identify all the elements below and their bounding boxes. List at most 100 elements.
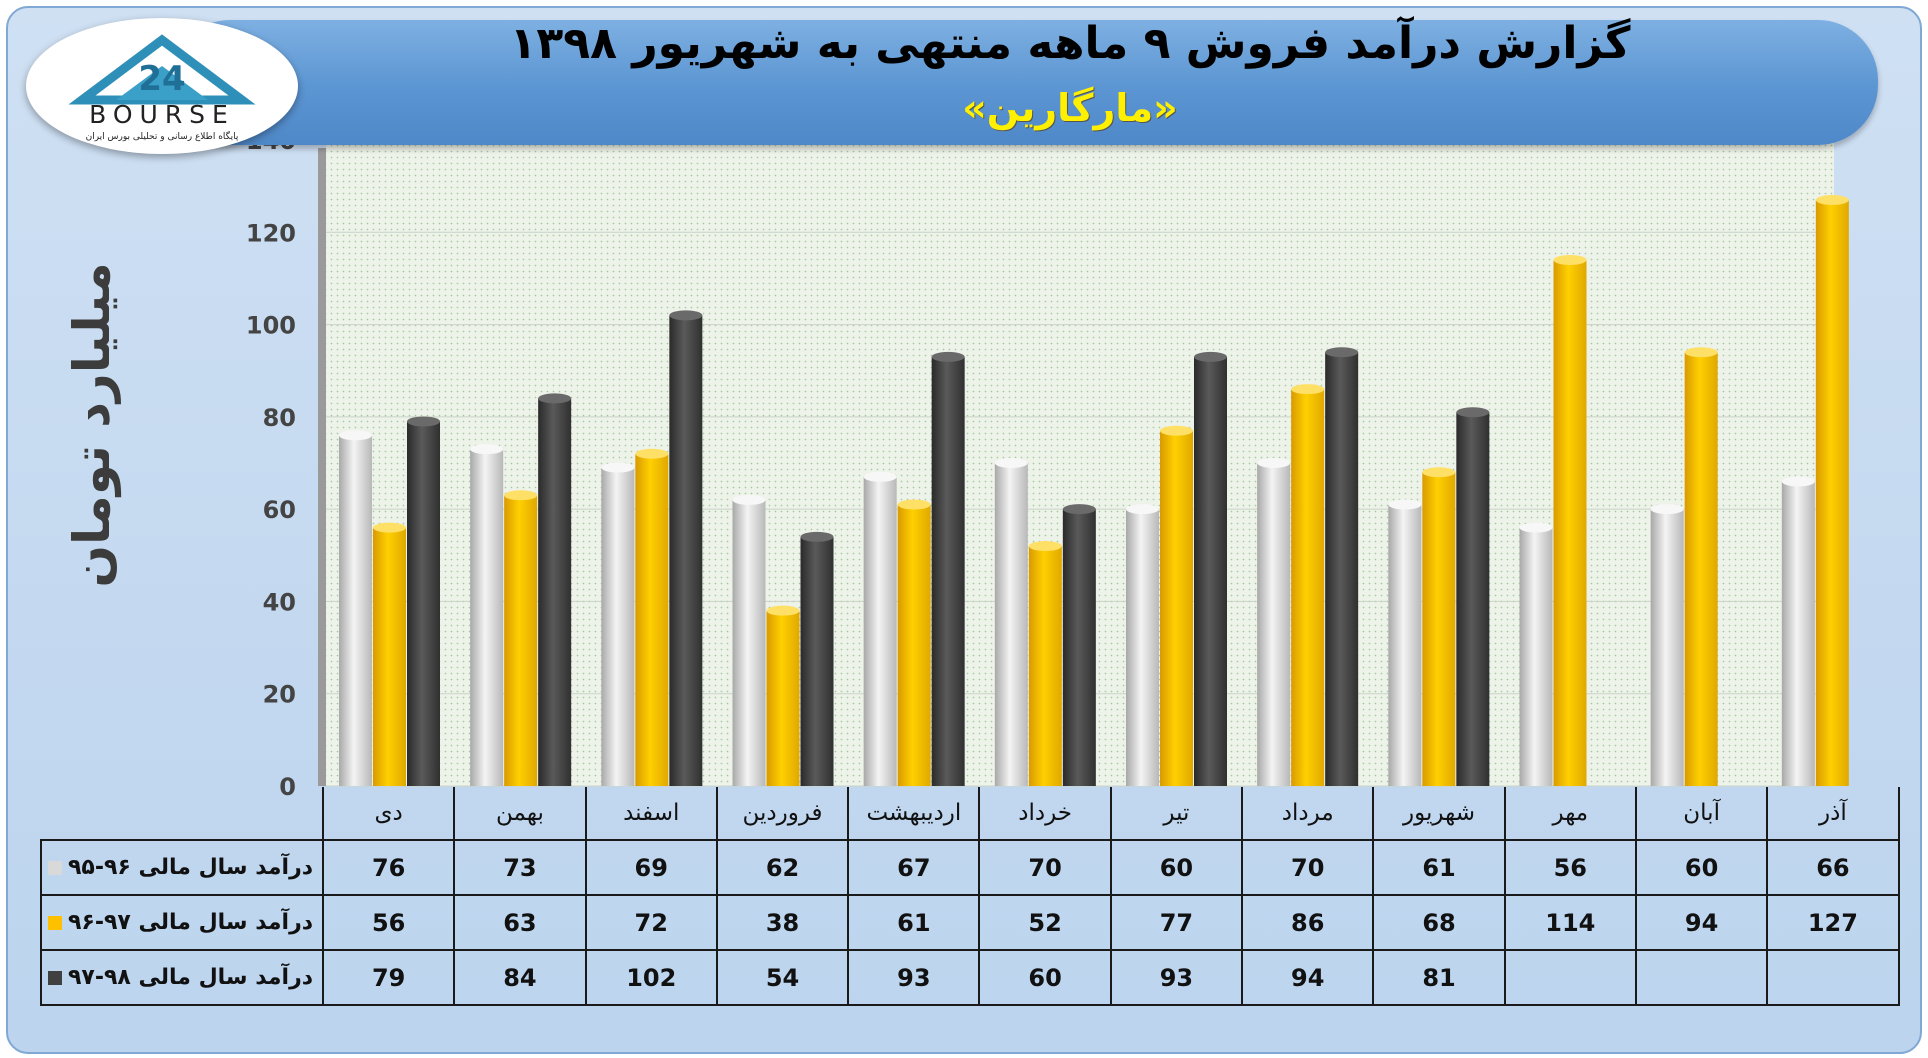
- bar-2: [766, 610, 800, 786]
- bar-3: [538, 398, 572, 786]
- logo-mark-icon: 24: [68, 34, 256, 105]
- data-label: 79: [321, 949, 456, 1006]
- data-label: 93: [1109, 949, 1244, 1006]
- data-label: 61: [1372, 839, 1506, 896]
- bar-1: [994, 463, 1028, 786]
- logo-number: 24: [138, 59, 185, 99]
- bar-cap: [1257, 458, 1291, 468]
- bar-2: [1160, 430, 1193, 786]
- data-label: 60: [978, 949, 1112, 1006]
- bar-cap: [470, 444, 504, 455]
- x-tick-label: آذر: [1766, 787, 1900, 841]
- series-legend-label: درآمد سال مالی ۹۷-۹۶: [40, 894, 324, 951]
- x-tick-label: خرداد: [978, 787, 1112, 841]
- bar-cap: [1160, 425, 1193, 436]
- bar-2: [1684, 352, 1718, 786]
- y-tick-label: 120: [246, 219, 296, 247]
- series-name: درآمد سال مالی ۹۶-۹۵: [68, 855, 314, 880]
- bars: [339, 194, 1849, 786]
- data-label: 62: [715, 839, 850, 896]
- data-label: 77: [1109, 894, 1244, 951]
- bar-1: [1781, 481, 1815, 786]
- bar-cap: [1194, 351, 1227, 362]
- y-tick-label: 100: [246, 312, 296, 340]
- table-row: درآمد سال مالی ۹۸-۹۷ 79 84 102 54 93 60 93 94 81: [40, 949, 1900, 1006]
- bar-cap: [407, 416, 440, 427]
- bar-cap: [897, 499, 931, 510]
- bar-cap: [538, 393, 572, 404]
- data-label: 56: [1503, 839, 1637, 896]
- x-tick-label: مرداد: [1241, 787, 1375, 841]
- bar-2: [1422, 472, 1456, 786]
- data-label: 52: [978, 894, 1112, 951]
- bar-3: [1062, 509, 1096, 786]
- data-label: 73: [453, 839, 587, 896]
- x-tick-label: تیر: [1109, 787, 1244, 841]
- y-tick-label: 60: [263, 496, 296, 524]
- data-label: [1503, 949, 1637, 1006]
- data-label: 63: [453, 894, 587, 951]
- table-row: درآمد سال مالی ۹۷-۹۶ 56 63 72 38 61 52 77 86 68 11…: [40, 894, 1900, 951]
- bar-1: [863, 476, 897, 786]
- bar-cap: [1650, 504, 1684, 515]
- data-label: 102: [584, 949, 718, 1006]
- table-category-row: دی بهمن اسفند فروردین اردیبهشت خرداد تیر مرداد ش…: [41, 787, 1900, 841]
- title-banner: [170, 20, 1878, 145]
- series-legend-label: درآمد سال مالی ۹۸-۹۷: [40, 949, 324, 1006]
- bar-3: [1194, 356, 1227, 786]
- data-label: 114: [1503, 894, 1637, 951]
- x-tick-label: آبان: [1634, 787, 1769, 841]
- bar-cap: [994, 458, 1028, 468]
- series-name: درآمد سال مالی ۹۸-۹۷: [68, 965, 314, 990]
- bar-2: [373, 527, 406, 786]
- legend-swatch: [48, 916, 62, 930]
- bar-cap: [1325, 347, 1359, 358]
- y-tick-label: 20: [263, 681, 296, 709]
- data-label: 93: [847, 949, 981, 1006]
- y-tick-label: 80: [263, 404, 296, 432]
- data-label: 54: [715, 949, 850, 1006]
- bar-1: [1388, 504, 1422, 786]
- series-name: درآمد سال مالی ۹۷-۹۶: [68, 910, 314, 935]
- data-label: 66: [1766, 839, 1900, 896]
- data-label: 61: [847, 894, 981, 951]
- data-label: 56: [321, 894, 456, 951]
- x-tick-label: مهر: [1503, 787, 1637, 841]
- bar-cap: [339, 430, 372, 441]
- y-tick-labels: 020406080100120140: [246, 127, 296, 801]
- bar-3: [800, 536, 834, 786]
- bar-1: [1650, 509, 1684, 786]
- bar-1: [1257, 463, 1291, 786]
- bar-cap: [373, 522, 406, 533]
- logo-tagline: پایگاه اطلاع رسانی و تحلیلی بورس ایران: [85, 132, 239, 142]
- legend-swatch: [48, 861, 62, 875]
- data-table: دی بهمن اسفند فروردین اردیبهشت خرداد تیر مرداد ش…: [40, 787, 1900, 1006]
- chart-title: گزارش درآمد فروش ۹ ماهه منتهی به شهریور …: [509, 18, 1631, 69]
- bar-cap: [1684, 347, 1718, 358]
- bar-cap: [635, 448, 669, 459]
- y-axis-title: میلیارد تومان: [63, 262, 121, 588]
- data-label: 94: [1634, 894, 1769, 951]
- plot-left-wall: [318, 148, 326, 786]
- data-label: 60: [1634, 839, 1769, 896]
- bar-cap: [1553, 254, 1587, 265]
- data-label: [1766, 949, 1900, 1006]
- data-label: 81: [1372, 949, 1506, 1006]
- bar-2: [1815, 199, 1849, 786]
- bar-cap: [1781, 476, 1815, 487]
- table-corner: [41, 787, 324, 840]
- bar-cap: [766, 605, 800, 616]
- bar-cap: [1815, 194, 1849, 205]
- bar-cap: [1388, 499, 1422, 510]
- data-label: 76: [321, 839, 456, 896]
- bar-3: [1456, 412, 1490, 786]
- legend-swatch: [48, 971, 62, 985]
- series-legend-label: درآمد سال مالی ۹۶-۹۵: [40, 839, 324, 896]
- bar-cap: [931, 351, 965, 362]
- bar-2: [1028, 546, 1062, 786]
- bar-2: [1553, 259, 1587, 786]
- y-tick-label: 40: [263, 588, 296, 616]
- data-label: 38: [715, 894, 850, 951]
- bar-3: [931, 356, 965, 786]
- bar-cap: [1291, 384, 1325, 395]
